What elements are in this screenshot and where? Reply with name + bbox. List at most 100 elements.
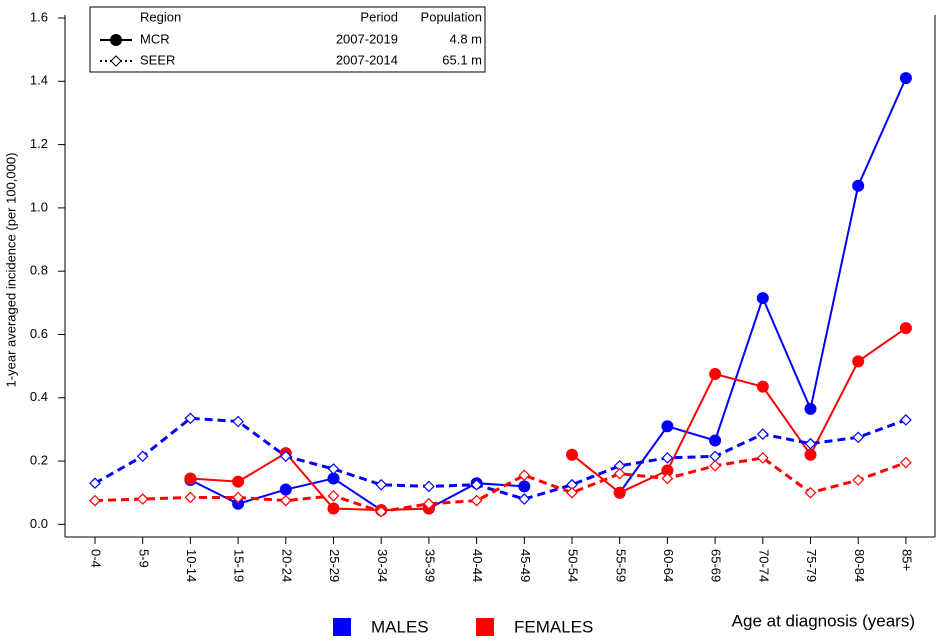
data-point <box>423 480 435 493</box>
x-tick-label: 55-59 <box>613 549 628 582</box>
series-line <box>190 327 907 512</box>
data-point <box>756 428 769 440</box>
data-point <box>470 494 483 507</box>
data-point <box>566 448 578 461</box>
legend-cell: MCR <box>140 31 170 46</box>
data-point <box>423 497 435 510</box>
data-point <box>232 415 244 428</box>
legend-cell: 2007-2014 <box>336 52 398 67</box>
x-tick-label: 40-44 <box>470 549 485 582</box>
x-axis-label: Age at diagnosis (years) <box>732 611 915 630</box>
data-point <box>375 505 388 518</box>
y-tick-label: 1.2 <box>30 136 48 151</box>
data-point <box>756 380 769 393</box>
x-tick-label: 0-4 <box>89 549 104 568</box>
data-point <box>852 431 865 444</box>
x-tick-label: 5-9 <box>136 549 151 568</box>
series-line <box>94 456 907 514</box>
data-point <box>613 467 626 480</box>
x-tick-label: 10-14 <box>184 549 199 582</box>
data-point <box>232 491 244 504</box>
data-point <box>804 437 817 450</box>
data-point <box>852 355 865 368</box>
legend-header: Population <box>421 9 482 24</box>
data-point <box>518 469 531 482</box>
y-tick-label: 0.4 <box>30 389 48 404</box>
data-point <box>804 402 817 415</box>
data-point <box>184 472 197 485</box>
legend-marker <box>110 34 122 46</box>
data-point <box>709 459 721 472</box>
legend-header: Period <box>360 9 398 24</box>
legend-marker <box>110 55 122 67</box>
data-point <box>279 494 292 507</box>
x-tick-label: 50-54 <box>566 549 581 582</box>
data-point <box>279 483 292 496</box>
data-point <box>375 478 388 491</box>
data-point <box>566 486 578 499</box>
x-tick-label: 25-29 <box>327 549 342 582</box>
legend-label: MALES <box>371 617 429 636</box>
legend-header: Region <box>140 9 181 24</box>
data-point <box>184 491 197 504</box>
y-tick-label: 1.4 <box>30 73 48 88</box>
x-tick-label: 20-24 <box>279 549 294 582</box>
y-tick-label: 0.2 <box>30 452 48 467</box>
data-point <box>136 450 149 463</box>
data-point <box>89 477 101 490</box>
data-point <box>327 490 340 502</box>
y-tick-label: 0.0 <box>30 516 48 531</box>
legend-cell: SEER <box>140 52 175 67</box>
data-point <box>900 414 912 426</box>
data-point <box>470 478 483 491</box>
series-line <box>189 77 907 512</box>
data-point <box>756 452 769 464</box>
legend-swatch <box>476 618 494 636</box>
data-point <box>279 450 292 463</box>
legend-box <box>89 6 486 73</box>
data-point <box>661 464 674 477</box>
data-point <box>709 368 722 381</box>
data-point <box>709 450 721 463</box>
legend-label: FEMALES <box>514 617 593 636</box>
data-point <box>136 493 149 505</box>
x-tick-label: 80-84 <box>852 549 867 582</box>
legend-swatch <box>333 618 351 636</box>
y-axis-label: 1-year averaged incidence (per 100,000) <box>3 153 18 388</box>
data-point <box>804 448 817 461</box>
data-point <box>232 497 245 510</box>
y-tick-label: 0.6 <box>30 326 48 341</box>
x-tick-label: 35-39 <box>422 549 437 582</box>
y-tick-label: 0.8 <box>30 263 48 278</box>
data-point <box>899 72 912 85</box>
x-tick-label: 45-49 <box>518 549 533 582</box>
data-point <box>327 463 340 475</box>
data-point <box>89 494 101 507</box>
y-tick-label: 1.0 <box>30 199 48 214</box>
x-tick-label: 65-69 <box>709 549 724 582</box>
data-point <box>327 472 340 485</box>
x-tick-label: 75-79 <box>804 549 819 582</box>
x-tick-label: 30-34 <box>375 549 390 582</box>
x-tick-label: 70-74 <box>756 549 771 582</box>
data-point <box>566 478 578 491</box>
data-point <box>661 420 674 433</box>
data-point <box>756 292 769 305</box>
data-point <box>232 475 245 488</box>
data-point <box>852 179 865 192</box>
data-point <box>899 322 912 335</box>
legend-cell: 2007-2019 <box>336 31 398 46</box>
legend-cell: 65.1 m <box>442 52 482 67</box>
data-point <box>661 472 674 485</box>
x-tick-label: 15-19 <box>232 549 247 582</box>
x-tick-label: 60-64 <box>661 549 676 582</box>
x-tick-label: 85+ <box>899 549 914 571</box>
data-point <box>804 486 817 499</box>
data-point <box>184 412 197 425</box>
data-point <box>613 459 626 472</box>
data-point <box>900 456 912 469</box>
data-point <box>518 493 531 505</box>
data-point <box>852 474 865 486</box>
series-line <box>94 416 907 501</box>
